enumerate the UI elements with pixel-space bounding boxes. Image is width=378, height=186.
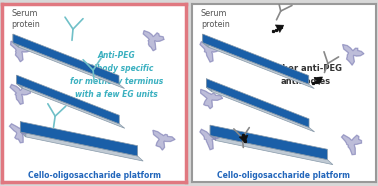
Polygon shape xyxy=(20,132,143,161)
Polygon shape xyxy=(206,79,212,92)
Polygon shape xyxy=(206,79,309,127)
Polygon shape xyxy=(275,25,284,33)
Polygon shape xyxy=(203,34,309,84)
Polygon shape xyxy=(17,75,22,88)
Polygon shape xyxy=(13,34,19,47)
Text: Anti-PEG
antibody specific
for methoxy terminus
with a few EG units: Anti-PEG antibody specific for methoxy t… xyxy=(70,51,163,100)
Text: Cello-oligosaccharide platform: Cello-oligosaccharide platform xyxy=(28,171,161,180)
Text: Serum
protein: Serum protein xyxy=(201,9,229,29)
Polygon shape xyxy=(143,31,164,51)
Polygon shape xyxy=(203,34,208,47)
Polygon shape xyxy=(342,44,364,65)
Polygon shape xyxy=(206,87,314,132)
Polygon shape xyxy=(17,75,119,124)
Polygon shape xyxy=(200,42,220,62)
Polygon shape xyxy=(20,122,26,137)
Polygon shape xyxy=(314,77,322,85)
Text: Serum
protein: Serum protein xyxy=(11,9,40,29)
Polygon shape xyxy=(203,43,314,89)
Polygon shape xyxy=(20,122,138,156)
Polygon shape xyxy=(210,125,327,160)
Text: Cello-oligosaccharide platform: Cello-oligosaccharide platform xyxy=(217,171,350,180)
Polygon shape xyxy=(10,84,30,104)
Polygon shape xyxy=(342,135,361,155)
Polygon shape xyxy=(200,129,219,150)
Polygon shape xyxy=(210,135,333,165)
Polygon shape xyxy=(11,41,31,62)
Polygon shape xyxy=(17,84,125,128)
Polygon shape xyxy=(239,135,248,143)
Polygon shape xyxy=(153,130,175,150)
Text: Other anti-PEG
antibodies: Other anti-PEG antibodies xyxy=(271,64,341,86)
Polygon shape xyxy=(9,124,31,143)
Polygon shape xyxy=(13,34,119,84)
Polygon shape xyxy=(210,125,215,140)
Polygon shape xyxy=(13,43,124,89)
Polygon shape xyxy=(201,89,223,109)
